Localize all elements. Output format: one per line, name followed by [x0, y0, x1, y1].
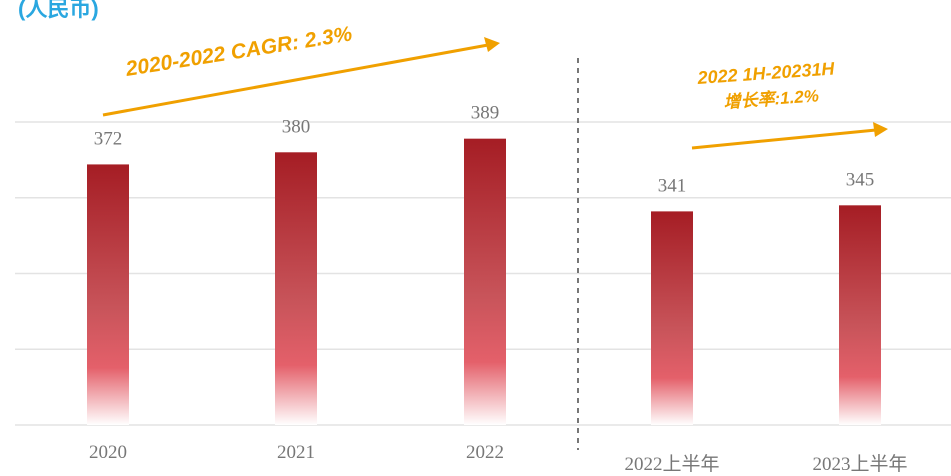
arrow — [691, 122, 888, 150]
data-label: 341 — [658, 175, 687, 196]
arrow — [102, 37, 500, 117]
data-label: 345 — [846, 169, 875, 190]
bar — [651, 211, 693, 425]
x-tick-label: 2022上半年 — [624, 453, 719, 475]
x-tick-label: 2020 — [89, 442, 127, 463]
bar — [464, 138, 506, 426]
data-label: 389 — [471, 103, 500, 124]
x-tick-label: 2021 — [277, 442, 315, 463]
annotation: 2022 1H-20231H — [696, 58, 836, 88]
data-label: 372 — [94, 128, 123, 149]
chart-title: (人民币) — [18, 0, 99, 21]
annotation: 增长率:1.2% — [723, 86, 820, 112]
x-tick-label: 2023上半年 — [812, 453, 907, 475]
bar — [87, 164, 129, 426]
data-label: 380 — [282, 116, 311, 137]
x-tick-label: 2022 — [466, 442, 504, 463]
annotation: 2020-2022 CAGR: 2.3% — [123, 22, 354, 81]
bar — [839, 205, 881, 425]
bar — [275, 152, 317, 426]
